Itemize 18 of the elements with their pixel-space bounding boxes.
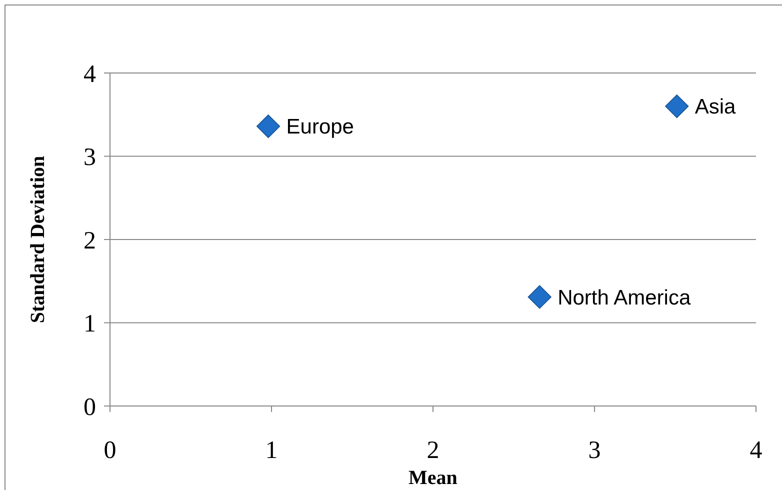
y-tick-label: 4: [84, 60, 96, 88]
annotation: North America: [558, 286, 691, 310]
y-tick-label: 2: [84, 227, 96, 254]
y-tick-label: 1: [84, 310, 96, 338]
annotation: Europe: [286, 116, 354, 139]
x-tick-label: 4: [750, 437, 763, 464]
x-tick-label: 0: [104, 437, 116, 464]
y-axis-title: Standard Deviation: [27, 156, 49, 324]
x-axis-title: Mean: [408, 467, 458, 489]
y-tick-label: 0: [84, 394, 96, 421]
y-tick-label: 3: [84, 144, 96, 171]
x-tick-label: 1: [265, 437, 278, 464]
x-tick-label: 2: [426, 437, 440, 464]
x-tick-label: 3: [588, 437, 601, 464]
point: [528, 285, 552, 309]
point: [256, 114, 280, 138]
point: [665, 94, 689, 118]
annotation: Asia: [694, 96, 736, 119]
